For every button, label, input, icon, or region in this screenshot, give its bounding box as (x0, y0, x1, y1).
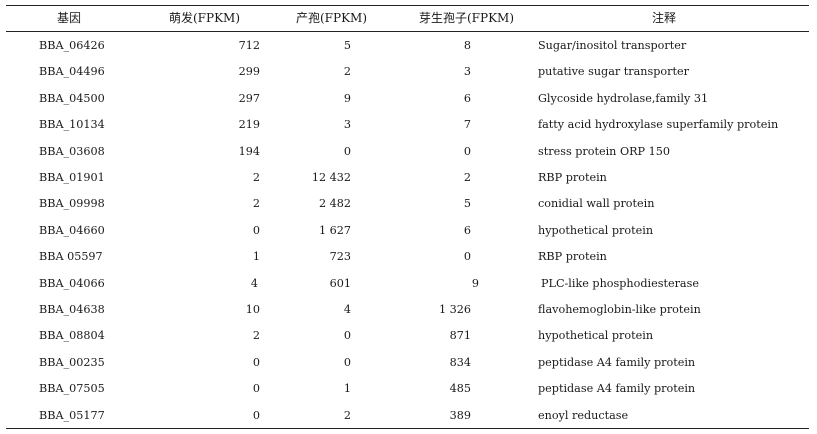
cell-sporulation: 0 (343, 145, 351, 158)
cell-gene: BBA_01901 (39, 171, 105, 184)
rule-top (6, 5, 809, 6)
rule-bottom (6, 428, 809, 429)
cell-gene: BBA_03608 (39, 145, 105, 158)
cell-annotation: RBP protein (538, 171, 607, 184)
cell-sporulation: 2 (343, 409, 351, 422)
header-gene: 基因 (57, 11, 82, 25)
cell-germination: 1 (252, 250, 260, 263)
cell-sporulation: 9 (343, 92, 351, 105)
cell-conidia: 5 (463, 197, 471, 210)
header-sporulation: 产孢(FPKM) (296, 11, 368, 25)
cell-germination: 194 (238, 145, 260, 158)
cell-gene: BBA_04638 (39, 303, 105, 316)
cell-conidia: 0 (463, 145, 471, 158)
cell-annotation: Glycoside hydrolase,family 31 (538, 92, 709, 105)
cell-sporulation: 5 (343, 39, 351, 52)
cell-conidia: 9 (471, 277, 479, 290)
cell-sporulation: 1 627 (318, 224, 351, 237)
cell-gene: BBA_09998 (39, 197, 105, 210)
cell-germination: 299 (238, 65, 260, 78)
cell-germination: 0 (252, 356, 260, 369)
rule-mid (6, 31, 809, 32)
cell-sporulation: 1 (343, 382, 351, 395)
cell-sporulation: 12 432 (311, 171, 351, 184)
cell-gene: BBA_07505 (39, 382, 105, 395)
cell-conidia: 7 (463, 118, 471, 131)
cell-germination: 4 (250, 277, 258, 290)
cell-germination: 10 (245, 303, 260, 316)
cell-germination: 2 (252, 197, 260, 210)
cell-conidia: 6 (463, 224, 471, 237)
cell-gene: BBA 05597 (39, 250, 103, 263)
cell-gene: BBA_08804 (39, 329, 105, 342)
cell-annotation: putative sugar transporter (538, 65, 689, 78)
cell-annotation: hypothetical protein (538, 329, 654, 342)
header-annotation: 注释 (652, 11, 677, 25)
cell-annotation: flavohemoglobin-like protein (538, 303, 701, 316)
cell-germination: 2 (252, 329, 260, 342)
cell-gene: BBA_00235 (39, 356, 105, 369)
cell-annotation: hypothetical protein (538, 224, 654, 237)
cell-conidia: 1 326 (438, 303, 471, 316)
cell-annotation: fatty acid hydroxylase superfamily prote… (538, 118, 779, 131)
cell-germination: 0 (252, 224, 260, 237)
cell-gene: BBA_04500 (39, 92, 105, 105)
cell-conidia: 871 (449, 329, 471, 342)
cell-germination: 0 (252, 409, 260, 422)
cell-gene: BBA_04660 (39, 224, 105, 237)
cell-conidia: 3 (463, 65, 471, 78)
cell-germination: 219 (238, 118, 260, 131)
cell-conidia: 8 (463, 39, 471, 52)
cell-germination: 712 (238, 39, 260, 52)
cell-germination: 0 (252, 382, 260, 395)
cell-germination: 297 (238, 92, 260, 105)
cell-annotation: Sugar/inositol transporter (538, 39, 687, 52)
cell-conidia: 0 (463, 250, 471, 263)
cell-annotation: enoyl reductase (538, 409, 629, 422)
cell-conidia: 2 (463, 171, 471, 184)
cell-sporulation: 0 (343, 356, 351, 369)
cell-annotation: peptidase A4 family protein (538, 356, 696, 369)
cell-sporulation: 3 (343, 118, 351, 131)
cell-sporulation: 723 (329, 250, 351, 263)
cell-sporulation: 2 482 (318, 197, 351, 210)
cell-sporulation: 601 (329, 277, 351, 290)
cell-gene: BBA_04496 (39, 65, 105, 78)
cell-sporulation: 2 (343, 65, 351, 78)
cell-conidia: 834 (449, 356, 471, 369)
cell-conidia: 389 (449, 409, 471, 422)
cell-sporulation: 0 (343, 329, 351, 342)
cell-conidia: 6 (463, 92, 471, 105)
cell-conidia: 485 (449, 382, 471, 395)
header-germination: 萌发(FPKM) (169, 11, 241, 25)
cell-gene: BBA_04066 (39, 277, 105, 290)
cell-annotation: peptidase A4 family protein (538, 382, 696, 395)
cell-gene: BBA_05177 (39, 409, 105, 422)
cell-gene: BBA_06426 (39, 39, 105, 52)
cell-annotation: PLC-like phosphodiesterase (541, 277, 699, 290)
cell-annotation: conidial wall protein (538, 197, 655, 210)
cell-annotation: RBP protein (538, 250, 607, 263)
header-conidia: 芽生孢子(FPKM) (419, 11, 515, 25)
cell-sporulation: 4 (343, 303, 351, 316)
cell-annotation: stress protein ORP 150 (538, 145, 670, 158)
cell-gene: BBA_10134 (39, 118, 105, 131)
cell-germination: 2 (252, 171, 260, 184)
